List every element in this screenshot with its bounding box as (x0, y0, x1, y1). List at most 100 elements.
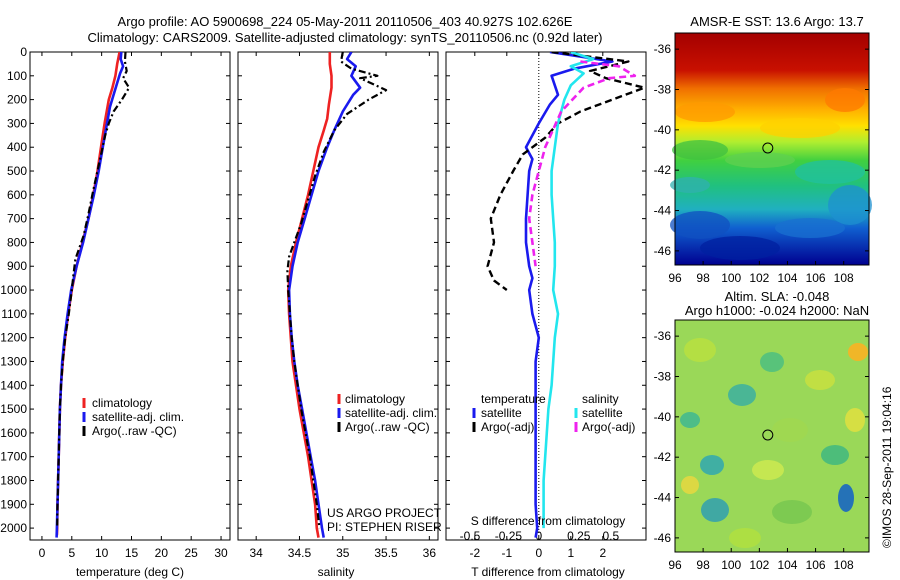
lat-tick-label: -42 (654, 163, 672, 177)
sst-texture-blob (670, 211, 730, 239)
legend-temperature-heading: temperature (481, 392, 546, 406)
depth-tick-label: 900 (7, 259, 27, 273)
lon-tick-label: 108 (834, 271, 854, 285)
sst-texture-blob (795, 160, 865, 184)
depth-tick-label: 1400 (0, 378, 27, 392)
legend-salinity-heading: salinity (582, 392, 619, 406)
sla-texture-blob (728, 384, 756, 406)
legend-satellite: satellite-adj. clim. (92, 410, 184, 424)
difference-lines (486, 52, 646, 538)
depth-tick-label: 100 (7, 69, 27, 83)
legend-climatology: climatology (92, 396, 152, 410)
salinity-x-axis: 34 34.5 35 35.5 36 (250, 52, 437, 560)
temperature-legend: climatology satellite-adj. clim. Argo(..… (82, 396, 184, 438)
depth-tick-label: 400 (7, 140, 27, 154)
series-line-climatology (286, 52, 333, 538)
lon-tick-label: 108 (834, 558, 854, 572)
lon-tick-label: 104 (777, 558, 797, 572)
lon-tick-label: 98 (696, 558, 710, 572)
x-tick-label: 36 (423, 546, 437, 560)
sst-map-title: AMSR-E SST: 13.6 Argo: 13.7 (690, 14, 863, 29)
depth-tick-label: 500 (7, 164, 27, 178)
salinity-xlabel: salinity (318, 565, 355, 579)
depth-tick-label: 200 (7, 93, 27, 107)
sla-map-frame (674, 319, 870, 553)
project-pi: PI: STEPHEN RISER (327, 520, 442, 534)
sst-texture-blob (675, 102, 735, 122)
x-tick-label: 15 (125, 546, 139, 560)
sla-lon-axis: 96 98 100 102 104 106 108 (668, 548, 854, 572)
sla-map: Altim. SLA: -0.048 Argo h1000: -0.024 h2… (654, 289, 870, 572)
series-line-argo-raw-qc- (286, 52, 388, 529)
sst-map: AMSR-E SST: 13.6 Argo: 13.7 -36 -38 -40 -42… (654, 14, 872, 285)
x-tick-label: -2 (469, 546, 480, 560)
lon-tick-label: 102 (749, 558, 769, 572)
depth-tick-label: 300 (7, 116, 27, 130)
depth-tick-label: 1800 (0, 473, 27, 487)
lon-tick-label: 98 (696, 271, 710, 285)
lat-tick-label: -40 (654, 410, 672, 424)
legend-t-argo: Argo(-adj) (481, 420, 534, 434)
salinity-axes-box (237, 51, 439, 541)
legend-satellite-s: satellite-adj. clim. (345, 406, 437, 420)
difference-y-ticks (446, 51, 646, 529)
depth-tick-label: 1700 (0, 450, 27, 464)
x-tick-label: 0 (535, 546, 542, 560)
sst-texture-blob (828, 185, 872, 225)
x-tick-label: 10 (95, 546, 109, 560)
s-difference-xlabel: S difference from climatology (471, 514, 626, 528)
lat-tick-label: -46 (654, 244, 672, 258)
lon-tick-label: 100 (721, 558, 741, 572)
lat-tick-label: -46 (654, 531, 672, 545)
salinity-legend: climatology satellite-adj. clim. Argo(..… (337, 392, 437, 434)
legend-s-argo: Argo(-adj) (582, 420, 635, 434)
temperature-lines (55, 52, 131, 538)
difference-panel: -2 -1 0 1 2 -0.5 -0.25 0 0.25 0.5 T difference f… (445, 51, 647, 579)
x-tick-label: 1 (567, 546, 574, 560)
sla-texture-blob (684, 338, 716, 362)
sla-lat-axis: -36 -38 -40 -42 -44 -46 (654, 329, 869, 545)
lon-tick-label: 106 (806, 558, 826, 572)
sst-lon-axis: 96 98 100 102 104 106 108 (668, 261, 854, 285)
depth-tick-label: 1600 (0, 426, 27, 440)
figure-title-line2: Climatology: CARS2009. Satellite-adjuste… (88, 30, 603, 45)
depth-tick-label: 600 (7, 188, 27, 202)
project-name: US ARGO PROJECT (327, 506, 442, 520)
lon-tick-label: 106 (806, 271, 826, 285)
x-tick-label: 2 (599, 546, 606, 560)
salinity-lines (286, 52, 388, 538)
s-difference-tick-label: 0 (535, 529, 542, 543)
lon-tick-label: 102 (749, 271, 769, 285)
lat-tick-label: -38 (654, 82, 672, 96)
sla-texture-blob (838, 484, 854, 512)
imos-watermark: ©IMOS 28-Sep-2011 19:04:16 (880, 386, 894, 548)
sla-map-title-line2: Argo h1000: -0.024 h2000: NaN (685, 303, 869, 318)
lat-tick-label: -38 (654, 369, 672, 383)
legend-s-satellite: satellite (582, 406, 623, 420)
sla-texture-blob (752, 460, 784, 480)
sla-texture-blob (700, 455, 724, 475)
x-tick-label: 5 (68, 546, 75, 560)
lat-tick-label: -36 (654, 42, 672, 56)
sst-map-frame (674, 32, 870, 266)
lat-tick-label: -42 (654, 450, 672, 464)
figure-title-line1: Argo profile: AO 5900698_224 05-May-2011… (118, 14, 573, 29)
depth-tick-label: 1500 (0, 402, 27, 416)
x-tick-label: 35.5 (374, 546, 398, 560)
sla-texture-blob (729, 528, 761, 548)
x-tick-label: 30 (214, 546, 228, 560)
x-tick-label: 34 (250, 546, 264, 560)
t-difference-xlabel: T difference from climatology (471, 565, 625, 579)
depth-tick-label: 1100 (1, 307, 27, 321)
x-tick-label: 25 (185, 546, 199, 560)
sla-map-title-line1: Altim. SLA: -0.048 (725, 289, 830, 304)
series-line-t-satellite (524, 52, 614, 538)
x-tick-label: 35 (336, 546, 350, 560)
difference-axes-box (445, 51, 647, 541)
difference-legend: temperature satellite Argo(-adj) salinit… (472, 392, 635, 434)
salinity-y-ticks (238, 51, 438, 529)
temperature-axes-box (29, 51, 231, 541)
sla-texture-blob (681, 476, 699, 494)
s-difference-axis: -0.5 -0.25 0 0.25 0.5 (460, 529, 620, 543)
